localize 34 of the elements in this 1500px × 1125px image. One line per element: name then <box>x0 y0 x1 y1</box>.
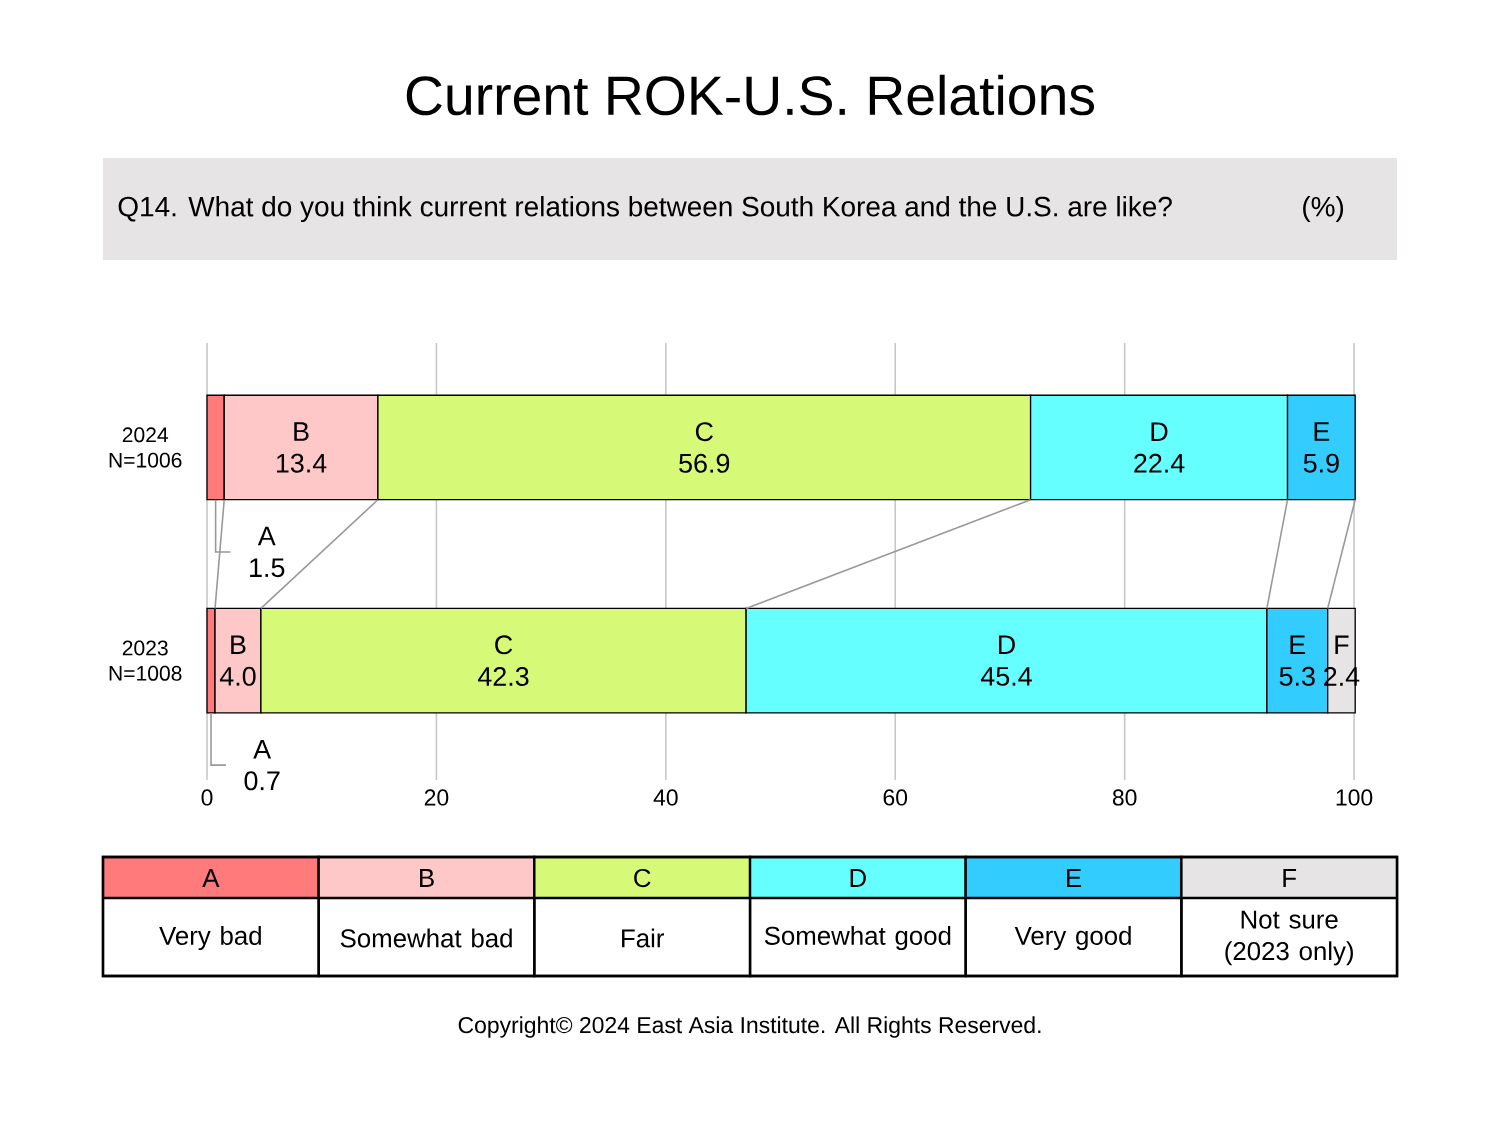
text: (%) <box>1303 195 1344 223</box>
data-label: B 4.0 <box>219 635 256 686</box>
y-tick-label: 2024 N=1006 <box>109 427 182 468</box>
text: Somewhat good <box>764 925 951 951</box>
data-label: A 1.5 <box>250 526 285 578</box>
data-label: C 42.3 <box>477 635 529 686</box>
y-tick-label: 2023 N=1008 <box>109 640 182 681</box>
data-label: E 5.3 <box>1279 635 1315 686</box>
text: C <box>634 868 651 888</box>
text: A <box>202 869 220 887</box>
text: Somewhat bad <box>340 928 512 948</box>
chart-title: Current ROK-U.S. Relations <box>406 74 1095 116</box>
chart-subtitle: Q14. What do you think current relations between South Korea and the U.S. are like? <box>118 195 1172 223</box>
data-label: A 0.7 <box>244 739 280 791</box>
text: Not sure (2023 only) <box>1225 910 1353 966</box>
data-label: E 5.9 <box>1303 422 1339 473</box>
x-tick-label: 0 <box>201 789 213 806</box>
data-label: B 13.4 <box>276 422 327 473</box>
text: Fair <box>622 928 665 948</box>
x-tick-label: 100 <box>1336 789 1373 806</box>
text: D <box>850 869 866 887</box>
text: E <box>1067 869 1082 887</box>
text: Very bad <box>159 925 261 951</box>
x-tick-label: 80 <box>1112 789 1137 806</box>
x-tick-label: 40 <box>653 789 678 806</box>
data-label: C 56.9 <box>679 422 730 473</box>
data-label: D 45.4 <box>980 635 1032 686</box>
text: Very good <box>1014 925 1131 951</box>
text: B <box>420 869 434 887</box>
x-tick-label: 60 <box>883 789 908 806</box>
text: F <box>1283 869 1297 887</box>
x-tick-label: 20 <box>424 789 449 806</box>
text: Copyright© 2024 East Asia Institute. All Rights Reserved. <box>458 1016 1041 1038</box>
data-label: D 22.4 <box>1134 422 1185 473</box>
